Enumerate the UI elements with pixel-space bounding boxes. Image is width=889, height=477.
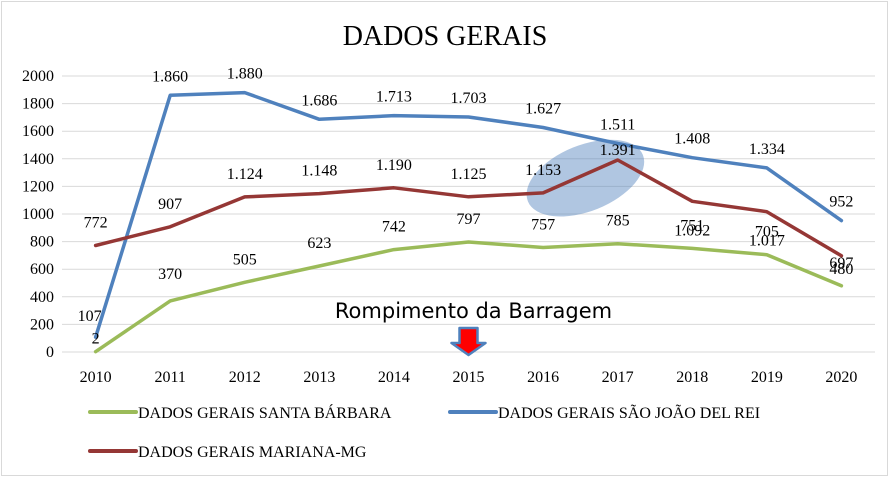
legend-label-0: DADOS GERAIS SANTA BÁRBARA <box>138 403 392 422</box>
annotation-text: Rompimento da Barragem <box>335 299 612 323</box>
x-tick-label: 2010 <box>80 369 112 386</box>
data-label: 1.124 <box>227 166 263 183</box>
x-tick-label: 2016 <box>527 369 559 386</box>
data-label: 1.190 <box>376 157 412 174</box>
data-label: 757 <box>531 217 555 234</box>
annotation-front-layer: Rompimento da Barragem <box>335 299 612 357</box>
x-tick-label: 2018 <box>676 369 708 386</box>
series-lines <box>93 90 844 354</box>
x-tick-label: 2020 <box>825 369 857 386</box>
data-label: 1.334 <box>749 141 785 158</box>
data-labels: 2 370 505 623 742 797 757 785 751 705 480 107 1.860 1… <box>78 66 854 348</box>
x-tick-label: 2017 <box>602 369 634 386</box>
y-tick-label: 1400 <box>22 151 54 168</box>
data-label: 623 <box>307 235 331 252</box>
data-label: 1.627 <box>525 100 561 117</box>
data-label: 1.017 <box>749 233 785 250</box>
down-arrow-icon <box>450 326 487 357</box>
series-line-1 <box>93 90 844 339</box>
chart-title: DADOS GERAIS <box>343 21 548 52</box>
data-label: 1.703 <box>451 90 487 107</box>
data-label: 1.686 <box>301 92 337 109</box>
data-label: 1.880 <box>227 66 263 83</box>
data-label: 480 <box>829 261 853 278</box>
x-tick-label: 2013 <box>303 369 335 386</box>
data-label: 1.391 <box>600 142 636 159</box>
x-tick-label: 2015 <box>453 369 485 386</box>
data-label: 1.713 <box>376 89 412 106</box>
x-tick-label: 2012 <box>229 369 261 386</box>
data-label: 1.860 <box>152 68 188 85</box>
y-tick-label: 400 <box>30 289 54 306</box>
data-label: 907 <box>158 196 182 213</box>
data-label: 751 <box>680 217 704 234</box>
y-tick-label: 1000 <box>22 206 54 223</box>
data-label: 1.092 <box>674 222 710 239</box>
y-tick-label: 1200 <box>22 178 54 195</box>
series-line-2 <box>93 158 844 258</box>
data-label: 1.153 <box>525 162 561 179</box>
data-label: 785 <box>606 213 630 230</box>
data-label: 772 <box>84 214 108 231</box>
legend: DADOS GERAIS SANTA BÁRBARA DADOS GERAIS S… <box>88 403 760 461</box>
data-label: 742 <box>382 219 406 236</box>
legend-label-2: DADOS GERAIS MARIANA-MG <box>138 444 367 461</box>
x-tick-label: 2011 <box>154 369 185 386</box>
data-label: 1.148 <box>301 163 337 180</box>
y-tick-label: 2000 <box>22 68 54 85</box>
axis-labels: 0 200 400 600 800 1000 1200 1400 1600 1800 2000 201… <box>22 68 857 386</box>
data-label: 1.125 <box>451 166 487 183</box>
legend-label-1: DADOS GERAIS SÃO JOÃO DEL REI <box>498 404 760 422</box>
data-label: 705 <box>755 224 779 241</box>
data-label: 2 <box>92 331 100 348</box>
data-label: 952 <box>829 194 853 211</box>
data-label: 370 <box>158 266 182 283</box>
y-tick-label: 600 <box>30 261 54 278</box>
y-tick-label: 1600 <box>22 123 54 140</box>
data-label: 697 <box>829 255 853 272</box>
x-tick-label: 2019 <box>751 369 783 386</box>
y-tick-label: 0 <box>46 344 54 361</box>
series-line-0 <box>93 240 844 354</box>
x-tick-label: 2014 <box>378 369 410 386</box>
y-tick-label: 1800 <box>22 96 54 113</box>
y-tick-label: 800 <box>30 234 54 251</box>
y-tick-label: 200 <box>30 316 54 333</box>
data-label: 107 <box>78 308 102 325</box>
data-label: 1.408 <box>674 131 710 148</box>
data-label: 797 <box>457 211 481 228</box>
highlight-ellipse <box>526 139 645 217</box>
data-label: 1.511 <box>600 116 635 133</box>
grid-lines <box>62 75 875 353</box>
annotation-back-layer <box>526 139 645 217</box>
data-label: 505 <box>233 251 257 268</box>
